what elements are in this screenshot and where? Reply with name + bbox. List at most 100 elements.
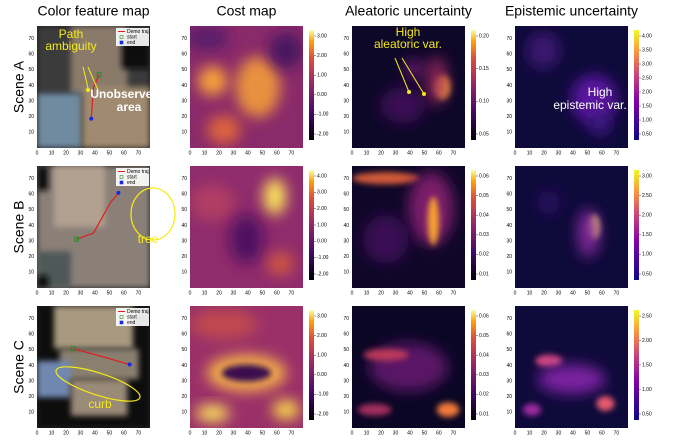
row-label: Scene C xyxy=(11,340,27,394)
y-tick-label: 30 xyxy=(506,98,512,104)
x-tick-label: 10 xyxy=(364,430,370,436)
y-tick-label: 40 xyxy=(181,83,187,89)
y-tick-label: 10 xyxy=(343,130,349,136)
x-tick-label: 20 xyxy=(216,430,222,436)
colorbar xyxy=(471,310,476,420)
x-tick-label: 40 xyxy=(570,430,576,436)
colorbar-label: 2.00 xyxy=(642,213,652,219)
x-tick-label: 70 xyxy=(289,150,295,156)
x-tick-label: 0 xyxy=(189,290,192,296)
y-tick-label: 50 xyxy=(343,67,349,73)
end-marker xyxy=(116,191,120,195)
x-tick-label: 10 xyxy=(49,150,55,156)
colorbar xyxy=(309,170,314,280)
y-tick-label: 60 xyxy=(181,331,187,337)
panel xyxy=(352,306,465,428)
colorbar-label: 1.00 xyxy=(317,73,327,79)
y-tick-label: 30 xyxy=(181,98,187,104)
column-title: Cost map xyxy=(217,3,277,19)
heat-blob xyxy=(184,26,229,50)
heat-blob xyxy=(588,111,611,135)
y-tick-label: 70 xyxy=(343,316,349,322)
colorbar xyxy=(634,310,639,420)
x-tick-label: 70 xyxy=(289,430,295,436)
x-tick-label: 50 xyxy=(260,150,266,156)
y-tick-label: 40 xyxy=(28,223,34,229)
annotation: curb xyxy=(88,397,112,411)
y-tick-label: 20 xyxy=(181,394,187,400)
x-tick-label: 70 xyxy=(451,430,457,436)
y-tick-label: 60 xyxy=(28,51,34,57)
y-tick-label: 40 xyxy=(181,363,187,369)
colorbar-label: 0.05 xyxy=(479,193,489,199)
y-tick-label: 40 xyxy=(28,83,34,89)
heat-blob xyxy=(526,32,560,69)
y-tick-label: 70 xyxy=(506,316,512,322)
column-title: Color feature map xyxy=(37,3,149,19)
x-tick-label: 50 xyxy=(585,430,591,436)
colorbar-label: 0.15 xyxy=(479,66,489,72)
y-tick-label: 30 xyxy=(28,98,34,104)
y-tick-label: 70 xyxy=(506,36,512,42)
y-tick-label: 20 xyxy=(343,114,349,120)
y-tick-label: 10 xyxy=(181,410,187,416)
colorbar-label: 0.01 xyxy=(479,411,489,417)
x-tick-label: 50 xyxy=(422,430,428,436)
x-tick-label: 20 xyxy=(541,150,547,156)
x-tick-label: 40 xyxy=(570,290,576,296)
x-tick-label: 0 xyxy=(514,430,517,436)
panel xyxy=(184,26,303,148)
heat-blob xyxy=(523,404,541,416)
terrain xyxy=(54,166,105,227)
colorbar-label: -1.00 xyxy=(317,255,329,261)
y-tick-label: 50 xyxy=(181,67,187,73)
colorbar-label: -1.00 xyxy=(317,112,329,118)
y-tick-label: 20 xyxy=(343,394,349,400)
y-tick-label: 50 xyxy=(181,207,187,213)
colorbar-label: 0.01 xyxy=(479,271,489,277)
x-tick-label: 20 xyxy=(378,290,384,296)
colorbar-label: 0.03 xyxy=(479,372,489,378)
x-tick-label: 40 xyxy=(92,290,98,296)
x-tick-label: 40 xyxy=(570,150,576,156)
annotation-line: area xyxy=(117,100,142,114)
colorbar-label: 1.00 xyxy=(642,117,652,123)
colorbar-label: 0.02 xyxy=(479,392,489,398)
x-tick-label: 70 xyxy=(136,430,142,436)
x-tick-label: 10 xyxy=(49,430,55,436)
y-tick-label: 70 xyxy=(28,316,34,322)
legend-label: end xyxy=(127,40,136,46)
legend-label: end xyxy=(127,180,136,186)
x-tick-label: 70 xyxy=(289,290,295,296)
colorbar-label: 0.50 xyxy=(642,131,652,137)
x-tick-label: 30 xyxy=(393,150,399,156)
annotation-line: epistemic var. xyxy=(553,98,626,112)
x-tick-label: 20 xyxy=(63,290,69,296)
y-tick-label: 40 xyxy=(343,83,349,89)
legend-marker xyxy=(120,41,123,44)
x-tick-label: 20 xyxy=(63,430,69,436)
y-tick-label: 50 xyxy=(506,67,512,73)
row-label: Scene B xyxy=(11,201,27,254)
colorbar-label: 1.50 xyxy=(642,103,652,109)
colorbar-label: 0.50 xyxy=(642,411,652,417)
x-tick-label: 50 xyxy=(585,150,591,156)
annotation-line: ambiguity xyxy=(45,39,96,53)
x-tick-label: 50 xyxy=(260,290,266,296)
legend-label: end xyxy=(127,320,136,326)
colorbar xyxy=(634,170,639,280)
y-tick-label: 70 xyxy=(343,176,349,182)
heat-bg xyxy=(515,166,628,288)
x-tick-label: 10 xyxy=(364,290,370,296)
colorbar-label: 2.50 xyxy=(642,75,652,81)
colorbar-label: 0.50 xyxy=(642,271,652,277)
heat-blob xyxy=(380,87,425,124)
y-tick-label: 50 xyxy=(28,347,34,353)
colorbar-label: 4.00 xyxy=(642,33,652,39)
column-title: Epistemic uncertainty xyxy=(505,3,638,19)
annotation-line: High xyxy=(588,85,613,99)
heat-blob xyxy=(190,184,235,221)
x-tick-label: 60 xyxy=(121,290,127,296)
x-tick-label: 30 xyxy=(78,290,84,296)
colorbar-label: 2.50 xyxy=(642,193,652,199)
